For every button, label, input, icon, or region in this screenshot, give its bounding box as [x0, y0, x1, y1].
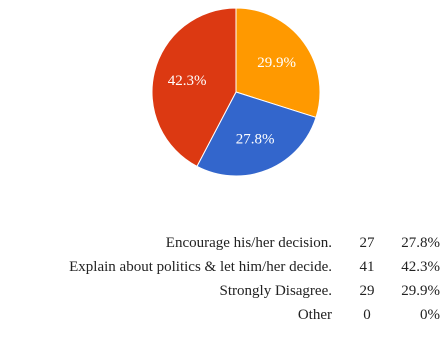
- response-percent: 42.3%: [401, 258, 440, 275]
- response-label: Strongly Disagree.: [219, 282, 332, 299]
- response-count: 27: [359, 234, 375, 251]
- response-label: Encourage his/her decision.: [165, 234, 332, 251]
- pie-slice: [151, 7, 237, 168]
- response-label: Explain about politics & let him/her dec…: [69, 258, 332, 275]
- slice-percent-label: 29.9%: [257, 55, 296, 71]
- table-row: Explain about politics & let him/her dec…: [69, 255, 440, 279]
- response-label: Other: [297, 306, 332, 323]
- pie-chart: 29.9% 27.8% 42.3%: [151, 7, 321, 177]
- pie-slice: [235, 7, 321, 119]
- response-count: 41: [359, 258, 375, 275]
- response-percent: 29.9%: [401, 282, 440, 299]
- table-row: Other 0 0%: [69, 303, 440, 327]
- response-count: 0: [363, 306, 371, 323]
- table-row: Encourage his/her decision. 27 27.8%: [69, 231, 440, 255]
- response-count: 29: [359, 282, 375, 299]
- slice-percent-label: 42.3%: [168, 73, 207, 89]
- response-table: Encourage his/her decision. 27 27.8% Exp…: [69, 231, 440, 327]
- response-percent: 0%: [420, 306, 440, 323]
- pie-slice: [196, 91, 317, 177]
- slice-percent-label: 27.8%: [236, 132, 275, 148]
- table-row: Strongly Disagree. 29 29.9%: [69, 279, 440, 303]
- response-percent: 27.8%: [401, 234, 440, 251]
